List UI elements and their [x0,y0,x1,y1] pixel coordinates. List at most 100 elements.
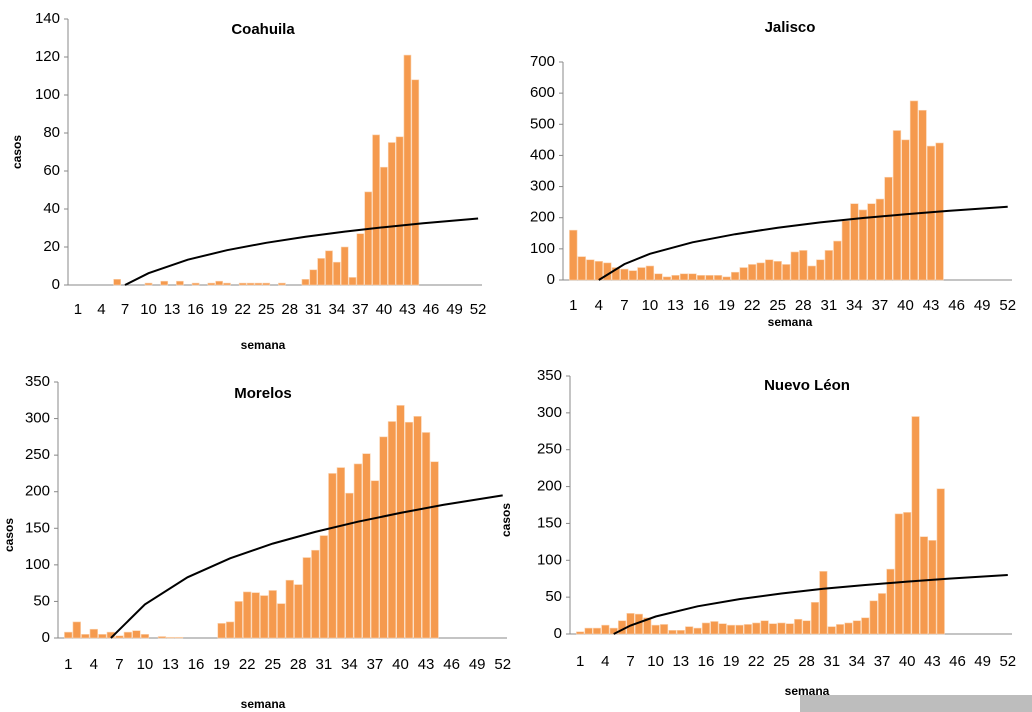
x-tick-label: 40 [376,301,393,318]
bar [645,265,655,281]
x-axis-title: semana [768,315,813,329]
bar [260,595,269,639]
bar [238,282,247,286]
x-tick-label: 28 [798,653,815,670]
x-axis-title: semana [241,697,286,711]
x-tick-label: 16 [693,297,710,314]
bar [671,275,680,281]
x-tick-label: 4 [90,656,98,673]
y-tick-label: 50 [33,592,50,609]
bar [403,54,412,286]
bar [379,436,388,639]
bar [816,259,825,281]
bar [223,282,231,286]
bar [98,634,107,639]
x-tick-label: 4 [97,301,105,318]
bar [328,473,337,639]
bar [592,627,602,635]
scroll-strip [800,695,1032,712]
x-tick-label: 34 [329,301,346,318]
y-tick-label: 250 [537,441,562,458]
bar [251,592,260,639]
bar [601,624,610,635]
x-tick-label: 49 [446,301,463,318]
y-tick-label: 0 [42,629,50,646]
x-tick-label: 19 [211,301,228,318]
bar [584,627,593,635]
y-tick-label: 120 [35,48,60,65]
x-tick-label: 4 [601,653,609,670]
bar [773,261,782,281]
y-tick-label: 140 [35,10,60,27]
bar [278,282,286,286]
x-tick-label: 37 [874,653,891,670]
bar [277,603,286,639]
bar [246,282,255,286]
x-tick-label: 13 [164,301,181,318]
bar [140,634,150,639]
y-tick-label: 200 [537,478,562,495]
bar [918,109,927,281]
x-tick-label: 40 [897,297,914,314]
bar [727,624,736,635]
x-axis-title: semana [241,338,286,352]
x-tick-label: 10 [647,653,664,670]
x-tick-label: 7 [620,297,628,314]
bar [166,636,175,639]
bar [718,623,727,635]
bar [651,624,660,635]
bar [64,631,73,639]
bar [301,278,310,286]
x-tick-label: 46 [949,653,966,670]
x-tick-label: 37 [872,297,889,314]
y-tick-label: 350 [537,367,562,384]
bar [262,282,271,286]
bar [886,568,895,635]
bar [748,264,757,281]
x-tick-label: 1 [576,653,584,670]
bar [115,635,124,639]
y-axis-title: casos [499,503,513,537]
bar [348,277,357,286]
bar [827,626,836,635]
bar [268,590,277,639]
bar [894,513,903,635]
bar [353,463,363,639]
bar [336,467,346,639]
bar [411,79,420,286]
y-tick-label: 60 [43,162,60,179]
bar [123,631,133,639]
bar [777,622,786,635]
trend-line [124,217,479,286]
bar [586,259,595,281]
bar [668,630,677,635]
y-tick-label: 80 [43,124,60,141]
x-tick-label: 16 [698,653,715,670]
x-tick-label: 40 [392,656,409,673]
bar [936,488,945,635]
x-tick-label: 40 [899,653,916,670]
bar [735,624,744,635]
bar [833,240,842,281]
x-tick-label: 7 [626,653,634,670]
bar [370,480,380,639]
bar [790,251,799,281]
bar [364,191,373,286]
y-tick-label: 700 [530,53,555,70]
bar [421,432,431,639]
bar [387,421,397,639]
x-tick-label: 31 [315,656,332,673]
bar [628,270,638,281]
bar [901,139,910,281]
bar [637,267,646,281]
x-axis-title: semana [785,684,830,698]
bar [752,622,761,635]
bar [577,256,586,281]
bar [807,265,816,281]
bar [802,620,811,635]
x-tick-label: 1 [74,301,82,318]
y-tick-label: 50 [545,588,562,605]
bar [810,602,820,635]
x-tick-label: 7 [121,301,129,318]
